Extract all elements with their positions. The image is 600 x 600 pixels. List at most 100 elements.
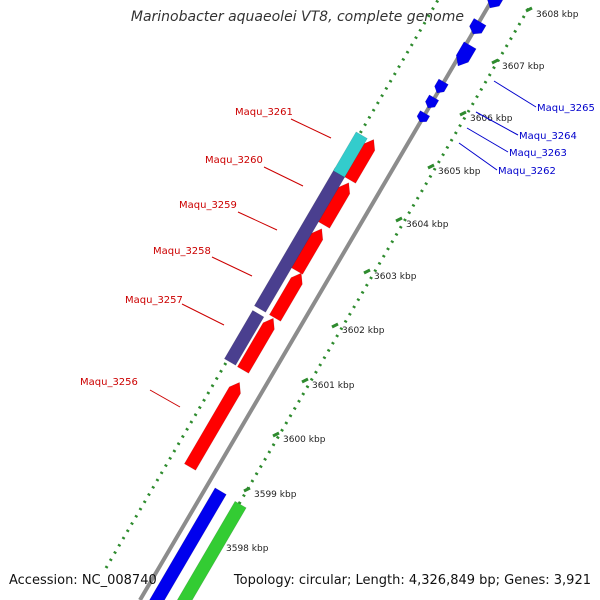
ruler-dot bbox=[130, 521, 134, 526]
ruler-dot bbox=[453, 131, 458, 135]
topology-text: Topology: circular; Length: 4,326,849 bp… bbox=[233, 573, 591, 588]
kbp-tick-mark bbox=[272, 431, 280, 438]
forward-gene-label: Maqu_3262 bbox=[498, 166, 556, 177]
ruler-dot bbox=[479, 87, 484, 92]
ruler-dot bbox=[117, 543, 122, 548]
kbp-tick-label: 3598 kbp bbox=[226, 544, 269, 554]
gene-purple-2 bbox=[253, 167, 347, 313]
ruler-dot bbox=[267, 450, 272, 454]
ruler-dot bbox=[424, 181, 429, 186]
ruler-dot bbox=[335, 334, 339, 338]
ruler-dot bbox=[331, 341, 335, 345]
kbp-tick-mark bbox=[243, 486, 251, 493]
ruler-dot bbox=[202, 398, 206, 402]
ruler-dot bbox=[401, 57, 406, 62]
ruler-dot bbox=[437, 160, 441, 164]
ruler-dot bbox=[263, 457, 267, 461]
forward-gene-leader bbox=[466, 127, 509, 153]
ruler-dot bbox=[314, 370, 318, 374]
ruler-dot bbox=[360, 290, 365, 295]
kbp-tick-label: 3600 kbp bbox=[283, 435, 326, 445]
ruler-dot bbox=[271, 443, 276, 447]
reverse-gene-leader bbox=[211, 256, 253, 277]
gene-blue-top-2 bbox=[487, 0, 504, 9]
ruler-dot bbox=[420, 189, 424, 193]
ruler-dot bbox=[176, 442, 181, 446]
reverse-gene-label: Maqu_3256 bbox=[80, 377, 138, 388]
kbp-tick-mark bbox=[525, 6, 533, 13]
ruler-dot bbox=[164, 463, 168, 468]
gene-maqu-3262 bbox=[416, 110, 431, 123]
gene-maqu-3264 bbox=[434, 78, 449, 94]
ruler-dot bbox=[458, 123, 462, 128]
map-title: Marinobacter aquaeolei VT8, complete gen… bbox=[130, 9, 464, 25]
ruler-dot bbox=[142, 500, 147, 504]
tick-layer: 3598 kbp 3599 kbp 3600 kbp 3601 kbp 3602 kbp… bbox=[104, 0, 579, 599]
gene-maqu-3256 bbox=[183, 381, 241, 471]
ruler-dot bbox=[138, 507, 143, 511]
forward-gene-leader bbox=[458, 142, 498, 171]
reverse-gene-label: Maqu_3260 bbox=[205, 155, 263, 166]
reverse-gene-leader bbox=[237, 211, 278, 231]
ruler-dot bbox=[492, 65, 496, 70]
ruler-dot bbox=[373, 268, 378, 273]
ruler-dot bbox=[343, 319, 348, 324]
ruler-dot bbox=[352, 305, 356, 309]
ruler-dot bbox=[380, 93, 384, 98]
ruler-dot bbox=[254, 472, 259, 476]
ruler-dot bbox=[431, 6, 435, 11]
ruler-dot bbox=[377, 261, 382, 266]
ruler-dot bbox=[375, 101, 380, 105]
ruler-dot bbox=[394, 232, 399, 237]
ruler-dot bbox=[193, 413, 198, 417]
ruler-dot bbox=[390, 239, 395, 244]
reverse-gene-leader bbox=[181, 303, 225, 326]
kbp-tick-mark bbox=[363, 268, 371, 275]
ruler-dot bbox=[348, 312, 352, 316]
ruler-dot bbox=[509, 36, 513, 41]
kbp-tick-label: 3605 kbp bbox=[438, 167, 481, 177]
kbp-tick-label: 3604 kbp bbox=[406, 220, 449, 230]
ruler-dot bbox=[411, 203, 416, 208]
ruler-dot bbox=[381, 254, 386, 258]
gene-maqu-3261 bbox=[332, 131, 368, 178]
ruler-dot bbox=[305, 385, 310, 389]
ruler-dot bbox=[339, 327, 344, 331]
ruler-dot bbox=[504, 44, 509, 48]
ruler-dot bbox=[318, 363, 323, 367]
ruler-dot bbox=[297, 399, 301, 403]
ruler-dot bbox=[197, 405, 202, 410]
ruler-dot bbox=[159, 471, 164, 475]
ruler-dot bbox=[487, 73, 492, 77]
forward-gene-label: Maqu_3263 bbox=[509, 148, 567, 159]
ruler-dot bbox=[168, 456, 172, 460]
gene-maqu-3263 bbox=[425, 94, 440, 109]
forward-gene-leader bbox=[475, 111, 519, 136]
ruler-dot bbox=[134, 514, 139, 518]
ruler-dot bbox=[104, 565, 109, 569]
ruler-dot bbox=[356, 298, 361, 302]
ruler-dot bbox=[108, 558, 113, 562]
kbp-tick-mark bbox=[491, 58, 499, 65]
ruler-dot bbox=[414, 35, 418, 40]
ruler-dot bbox=[275, 435, 280, 440]
reverse-gene-leader bbox=[290, 118, 332, 139]
ruler-dot bbox=[409, 43, 414, 47]
ruler-dot bbox=[403, 218, 407, 222]
ruler-dot bbox=[449, 138, 454, 142]
ruler-dot bbox=[470, 102, 475, 106]
ruler-dot bbox=[288, 414, 293, 418]
ruler-dot bbox=[435, 0, 440, 4]
kbp-tick-label: 3599 kbp bbox=[254, 490, 297, 500]
ruler-dot bbox=[462, 116, 467, 121]
gene-blue-lower bbox=[149, 487, 227, 600]
ruler-dot bbox=[185, 427, 189, 431]
ruler-dot bbox=[386, 247, 390, 251]
ruler-dot bbox=[364, 283, 369, 287]
ruler-dot bbox=[367, 115, 372, 120]
ruler-dot bbox=[418, 28, 423, 33]
kbp-tick-label: 3606 kbp bbox=[470, 114, 513, 124]
ruler-dot bbox=[422, 21, 427, 25]
ruler-dot bbox=[172, 449, 177, 453]
ruler-dot bbox=[181, 434, 185, 439]
